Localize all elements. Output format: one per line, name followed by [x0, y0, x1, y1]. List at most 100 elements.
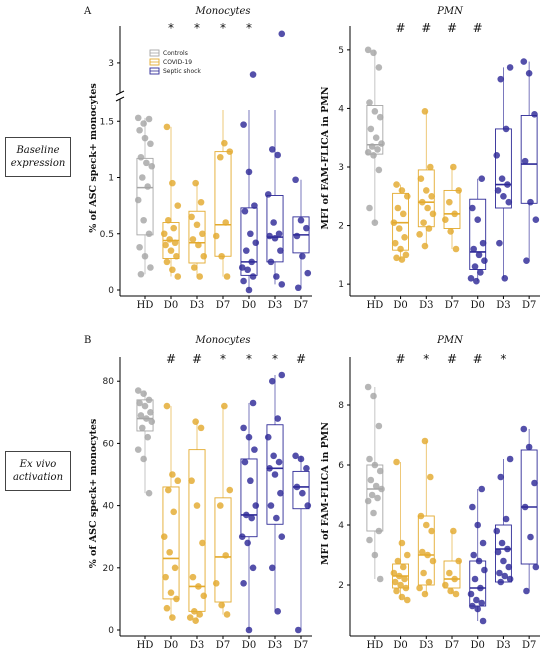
- point-b-pmn-2-1: [427, 473, 434, 481]
- point-b-pmn-6-5: [532, 563, 540, 571]
- point-b-monocytes-2-0: [192, 418, 199, 425]
- x-tick-label-a-monocytes-3: D7: [216, 300, 230, 311]
- point-b-monocytes-2-10: [186, 614, 194, 621]
- point-a-monocytes-6-2: [303, 224, 310, 232]
- point-a-pmn-5-0: [506, 64, 514, 71]
- box-b-monocytes-1: [162, 486, 180, 600]
- legend-label-0: Controls: [163, 50, 188, 57]
- point-a-pmn-2-4: [428, 192, 435, 200]
- point-b-pmn-6-4: [527, 533, 534, 541]
- point-b-pmn-0-10: [374, 494, 381, 502]
- point-a-pmn-2-1: [427, 163, 434, 171]
- point-a-pmn-4-5: [475, 251, 483, 259]
- point-b-pmn-0-3: [366, 455, 373, 463]
- point-b-pmn-2-10: [416, 584, 423, 592]
- significance-marker-a-pmn-3: #: [447, 21, 457, 35]
- point-a-pmn-0-7: [372, 134, 380, 142]
- point-a-monocytes-1-0: [163, 123, 171, 131]
- y-tick-label: 3: [108, 59, 114, 69]
- point-b-pmn-1-4: [399, 563, 407, 571]
- point-a-pmn-6-5: [532, 216, 540, 224]
- point-b-pmn-2-0: [421, 437, 429, 445]
- point-b-monocytes-0-3: [136, 399, 143, 407]
- point-a-pmn-2-5: [418, 198, 426, 206]
- point-a-monocytes-5-10: [273, 273, 280, 280]
- point-b-monocytes-1-12: [169, 614, 176, 621]
- point-a-monocytes-6-5: [304, 269, 312, 277]
- point-a-pmn-0-0: [364, 46, 372, 54]
- panel-letter-a: A: [83, 6, 92, 17]
- point-b-pmn-4-4: [470, 551, 477, 559]
- point-b-pmn-4-9: [467, 590, 475, 598]
- point-b-pmn-4-3: [479, 539, 487, 547]
- point-a-pmn-6-4: [527, 198, 534, 206]
- point-a-pmn-2-0: [421, 108, 429, 115]
- point-a-monocytes-2-0: [192, 179, 199, 187]
- x-tick-label-a-pmn-3: D7: [445, 300, 459, 311]
- axis-break-mark-2: [115, 96, 125, 102]
- point-b-monocytes-5-8: [277, 489, 284, 497]
- point-b-monocytes-1-2: [174, 477, 182, 485]
- point-a-pmn-6-0: [520, 58, 528, 65]
- y-tick-label: 1: [338, 280, 344, 290]
- point-a-pmn-5-3: [493, 151, 501, 159]
- y-axis-label-a-monocytes: % of ASC speck+ monocytes: [88, 83, 99, 233]
- point-b-pmn-1-6: [395, 572, 403, 580]
- point-b-pmn-2-6: [424, 551, 431, 559]
- point-a-monocytes-5-3: [264, 191, 272, 198]
- significance-marker-b-monocytes-5: *: [272, 352, 278, 366]
- point-b-pmn-3-5: [447, 587, 454, 595]
- point-a-monocytes-4-5: [247, 230, 254, 238]
- point-b-pmn-3-4: [442, 581, 449, 589]
- point-b-monocytes-1-3: [164, 486, 172, 494]
- point-a-monocytes-3-2: [216, 153, 224, 161]
- box-a-monocytes-3: [214, 151, 232, 257]
- point-b-pmn-5-3: [493, 527, 501, 535]
- point-b-monocytes-1-1: [169, 471, 176, 478]
- point-a-pmn-2-11: [421, 242, 429, 250]
- box-b-monocytes-4: [240, 458, 258, 538]
- chart-a-pmn: 1 2 3 4 5 PMN MFI of FAM-FLICA in PMN HD D0 D3 D7 D…: [320, 6, 540, 311]
- point-b-pmn-6-3: [521, 503, 529, 511]
- point-a-pmn-5-9: [496, 239, 503, 247]
- point-a-monocytes-0-12: [140, 216, 147, 224]
- point-a-pmn-4-3: [479, 239, 487, 247]
- x-tick-label-b-pmn-2: D3: [419, 640, 433, 651]
- point-b-pmn-4-13: [474, 605, 482, 613]
- point-a-pmn-6-3: [521, 157, 529, 165]
- axis-break-mark-1: [115, 90, 125, 96]
- legend-label-1: COVID-19: [163, 59, 192, 66]
- chart-a-monocytes: 3 0 0.5 1 1.5 Monocytes % of ASC speck+ monocy…: [88, 6, 312, 311]
- point-a-pmn-2-9: [425, 225, 433, 232]
- point-a-monocytes-2-2: [188, 213, 195, 221]
- y-tick-label: 40: [103, 502, 115, 512]
- point-a-monocytes-2-5: [189, 236, 197, 243]
- point-a-pmn-4-7: [471, 263, 479, 270]
- point-b-monocytes-0-0: [134, 387, 142, 394]
- point-b-pmn-1-13: [403, 596, 411, 604]
- point-b-monocytes-0-1: [140, 390, 147, 397]
- point-a-pmn-6-2: [531, 110, 538, 118]
- y-tick-label: 4: [338, 104, 344, 114]
- x-tick-label-a-monocytes-4: D0: [242, 300, 256, 311]
- point-a-monocytes-2-9: [196, 273, 204, 280]
- point-a-pmn-1-1: [398, 187, 406, 194]
- point-a-monocytes-1-10: [173, 252, 180, 260]
- y-tick-label: 20: [103, 564, 115, 574]
- point-a-pmn-4-8: [477, 269, 484, 276]
- y-tick-label: 2: [338, 581, 344, 591]
- significance-marker-a-monocytes-2: *: [194, 21, 200, 35]
- x-tick-label-a-monocytes-5: D3: [268, 300, 282, 311]
- point-a-monocytes-0-14: [136, 243, 143, 251]
- point-a-pmn-3-2: [446, 198, 453, 206]
- point-b-monocytes-2-5: [189, 573, 197, 581]
- point-b-monocytes-5-2: [274, 415, 282, 422]
- point-b-monocytes-1-10: [173, 595, 180, 603]
- point-a-pmn-6-1: [525, 69, 533, 77]
- point-b-pmn-3-1: [455, 557, 462, 565]
- point-a-monocytes-1-8: [162, 241, 169, 249]
- significance-marker-a-pmn-1: #: [396, 21, 406, 35]
- point-a-pmn-1-4: [399, 210, 407, 218]
- x-tick-label-b-monocytes-1: D0: [164, 640, 178, 651]
- point-a-monocytes-0-13: [145, 230, 153, 238]
